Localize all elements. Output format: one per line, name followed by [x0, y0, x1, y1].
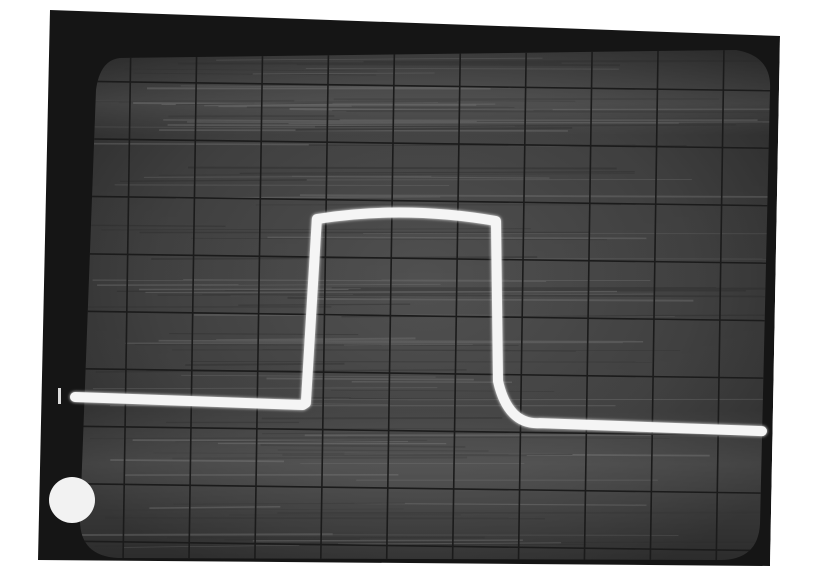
grid-line-horizontal — [80, 310, 771, 322]
grid-line-horizontal — [80, 482, 771, 495]
grid-line-horizontal — [80, 137, 771, 150]
grid-line-horizontal — [80, 80, 771, 92]
grid-line-horizontal — [80, 252, 771, 265]
grid-line-horizontal — [80, 195, 771, 207]
trace-marker — [58, 388, 61, 404]
grid-line-horizontal — [80, 425, 771, 437]
indicator-dot — [49, 477, 95, 523]
grid-line-vertical — [649, 50, 659, 560]
pulse-trace — [70, 207, 767, 437]
grid-line-vertical — [715, 50, 725, 560]
grid-line-vertical — [319, 50, 330, 560]
grid-line-horizontal — [80, 367, 771, 380]
grid-line-vertical — [451, 50, 462, 560]
grid-line-vertical — [385, 50, 396, 560]
grid-line-horizontal — [80, 540, 771, 552]
grid-line-vertical — [122, 50, 132, 560]
graticule-grid — [80, 50, 771, 560]
grid-line-vertical — [188, 50, 198, 560]
page-margin — [770, 36, 817, 584]
waveform-trace — [70, 207, 767, 437]
grid-line-vertical — [253, 50, 264, 560]
grid-line-vertical — [517, 50, 528, 560]
grid-line-vertical — [583, 50, 594, 560]
